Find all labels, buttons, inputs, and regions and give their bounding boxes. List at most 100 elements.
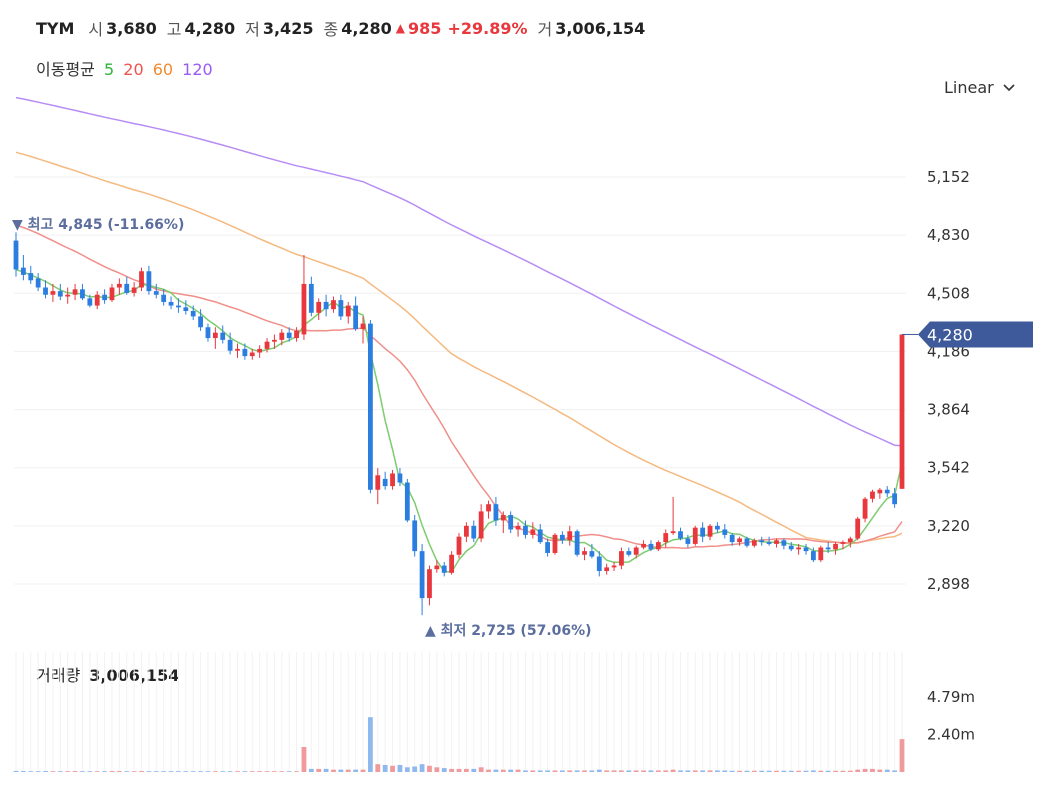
volume-bar xyxy=(796,770,802,772)
volume-bar xyxy=(604,770,610,772)
volume-bar xyxy=(264,771,270,772)
volume-bar xyxy=(161,771,167,772)
volume-bar xyxy=(877,769,883,772)
candle-body xyxy=(559,534,565,541)
volume-bar xyxy=(715,770,720,772)
quote-header: TYM 시 3,680 고 4,280 저 3,425 종 4,280 ▲ 98… xyxy=(36,16,655,40)
candle-body xyxy=(582,551,587,555)
volume-bar xyxy=(87,771,93,772)
volume-bar xyxy=(205,771,211,772)
candle-body xyxy=(641,543,646,548)
volume-bar xyxy=(20,771,26,772)
ma-5-line xyxy=(15,268,903,573)
volume-bar xyxy=(899,739,905,772)
scale-selector[interactable]: Linear xyxy=(944,78,1016,97)
volume-bar xyxy=(471,768,477,772)
candle-body xyxy=(670,531,676,534)
volume-value: 3,006,154 xyxy=(555,18,646,38)
volume-bar xyxy=(131,771,137,772)
y-tick-label: 3,864 xyxy=(927,401,970,419)
high-label: 고 xyxy=(166,20,182,39)
volume-bar xyxy=(825,770,831,772)
candle-body xyxy=(663,533,669,543)
scale-label: Linear xyxy=(944,78,994,97)
candle-body xyxy=(227,339,233,351)
symbol: TYM xyxy=(36,18,75,38)
candle-body xyxy=(382,478,388,487)
volume-bar xyxy=(13,770,19,772)
volume-bar xyxy=(537,770,543,772)
candle-body xyxy=(279,332,285,340)
candle-body xyxy=(35,278,41,288)
candle-body xyxy=(220,332,226,340)
volume-bar xyxy=(390,765,395,772)
volume-bar xyxy=(500,769,506,772)
volume-bar xyxy=(397,764,403,772)
candle-body xyxy=(20,267,26,275)
candle-body xyxy=(774,540,779,544)
volume-bar xyxy=(884,769,890,772)
volume-bar xyxy=(567,770,573,772)
volume-bar xyxy=(176,771,181,772)
candle-body xyxy=(729,534,735,543)
candle-body xyxy=(272,339,277,342)
candle-body xyxy=(855,518,861,539)
candle-body xyxy=(57,291,63,297)
volume-bar xyxy=(788,770,794,772)
volume-bar xyxy=(434,767,440,772)
candle-body xyxy=(744,538,750,546)
volume-bar xyxy=(892,770,898,772)
candle-body xyxy=(190,310,196,317)
chevron-down-icon xyxy=(1003,83,1015,91)
candle-body xyxy=(766,542,772,544)
volume-bar xyxy=(530,770,536,772)
candle-body xyxy=(678,531,683,539)
volume-tick-label: 4.79m xyxy=(927,688,975,706)
candle-body xyxy=(870,491,875,499)
volume-bar xyxy=(663,770,669,772)
candle-body xyxy=(604,567,610,571)
volume-bar xyxy=(545,770,550,772)
volume-bar xyxy=(759,770,765,772)
ma-60-label: 60 xyxy=(152,60,174,79)
volume-bar xyxy=(286,771,292,772)
max-price-annotation: ▼ 최고 4,845 (-11.66%) xyxy=(12,217,184,233)
volume-bar xyxy=(811,770,816,772)
candle-body xyxy=(862,498,868,519)
y-tick-label: 2,898 xyxy=(927,575,970,593)
volume-bar xyxy=(589,770,595,772)
volume-bar xyxy=(294,771,299,772)
candle-body xyxy=(523,525,528,535)
volume-bar xyxy=(633,770,639,772)
candle-body xyxy=(390,473,395,487)
volume-bar xyxy=(847,770,853,772)
candle-body xyxy=(441,565,447,573)
candle-body xyxy=(419,551,425,599)
ma-20-label: 20 xyxy=(123,60,144,79)
candle-body xyxy=(176,305,181,308)
volume-bar xyxy=(515,769,521,772)
volume-bar xyxy=(146,771,152,772)
volume-bar xyxy=(50,771,56,772)
candle-body xyxy=(700,527,706,537)
volume-bar xyxy=(744,770,750,772)
volume-bar xyxy=(242,771,248,772)
candle-body xyxy=(345,305,351,317)
open-value: 3,680 xyxy=(106,18,157,38)
candle-body xyxy=(626,551,632,555)
volume-bar xyxy=(523,770,528,772)
volume-bar xyxy=(493,769,499,772)
volume-bar xyxy=(382,764,388,772)
low-value: 3,425 xyxy=(262,18,314,38)
candle-body xyxy=(803,547,809,552)
candle-body xyxy=(811,551,816,561)
volume-bar xyxy=(818,770,824,772)
candle-body xyxy=(146,271,152,292)
volume-bar xyxy=(737,770,742,772)
candle-body xyxy=(161,294,167,302)
current-price-label: 4,280 xyxy=(927,325,973,344)
candle-body xyxy=(847,538,853,543)
candle-body xyxy=(737,538,742,543)
volume-bar xyxy=(833,770,838,772)
